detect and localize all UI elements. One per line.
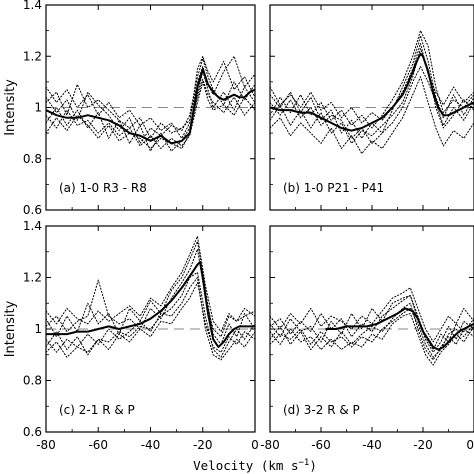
mean-line-d-0 bbox=[325, 307, 474, 351]
y-tick-label-c-1: 0.8 bbox=[23, 374, 42, 388]
panel-b: (b) 1-0 P21 - P41 bbox=[269, 4, 474, 211]
spectrum-line-b-5 bbox=[270, 76, 474, 155]
spectrum-line-d-6 bbox=[270, 307, 474, 358]
spectrum-line-d-3 bbox=[270, 287, 474, 343]
mean-line-c-0 bbox=[46, 261, 255, 348]
panel-label-d: (d) 3-2 R & P bbox=[283, 403, 360, 417]
spectrum-line-a-4 bbox=[46, 81, 255, 149]
spectrum-line-b-3 bbox=[270, 66, 474, 144]
spectrum-line-a-6 bbox=[46, 78, 255, 149]
spectrum-line-c-6 bbox=[46, 282, 255, 358]
panel-label-c: (c) 2-1 R & P bbox=[59, 403, 135, 417]
spectrum-line-b-4 bbox=[270, 30, 474, 129]
spectrum-line-c-4 bbox=[46, 277, 255, 361]
spectrum-line-c-5 bbox=[46, 235, 255, 333]
spectrum-line-a-5 bbox=[46, 55, 255, 139]
y-axis-label-a: Intensity bbox=[3, 79, 18, 136]
y-tick-label-a-0: 0.6 bbox=[23, 203, 42, 217]
y-tick-label-c-0: 0.6 bbox=[23, 425, 42, 439]
spectrum-line-b-6 bbox=[270, 42, 474, 124]
spectrum-line-a-3 bbox=[46, 55, 255, 139]
spectrum-line-a-1 bbox=[46, 58, 255, 144]
panel-d: -80 -60 -40 -20 0 (d) 3-2 R & P bbox=[260, 225, 474, 452]
spectrum-line-d-5 bbox=[270, 295, 474, 353]
x-tick-label-d-4: 0 bbox=[466, 438, 474, 452]
x-tick-label-d-2: -40 bbox=[362, 438, 382, 452]
mean-line-a-0 bbox=[46, 68, 255, 145]
x-tick-label-d-1: -60 bbox=[311, 438, 331, 452]
x-tick-label-c-2: -40 bbox=[141, 438, 161, 452]
y-tick-label-a-2: 1 bbox=[34, 101, 42, 115]
spectrum-line-d-2 bbox=[270, 302, 474, 361]
panel-label-b: (b) 1-0 P21 - P41 bbox=[283, 181, 384, 195]
spectrum-line-c-2 bbox=[46, 271, 255, 358]
series-group-d bbox=[270, 287, 474, 366]
series-group-b bbox=[270, 30, 474, 155]
panel-label-a: (a) 1-0 R3 - R8 bbox=[59, 181, 147, 195]
x-tick-label-c-0: -80 bbox=[36, 438, 56, 452]
x-axis-label: Velocity (km s−1) bbox=[193, 458, 317, 473]
mean-line-b-0 bbox=[270, 52, 474, 132]
x-axis-label-superscript: −1 bbox=[298, 458, 309, 468]
y-tick-label-c-2: 1 bbox=[34, 322, 42, 336]
series-group-a bbox=[46, 55, 255, 152]
y-tick-label-c-3: 1.2 bbox=[23, 271, 42, 285]
x-tick-label-c-3: -20 bbox=[193, 438, 213, 452]
x-tick-label-c-1: -60 bbox=[88, 438, 108, 452]
panel-c: 0.6 0.8 1 1.2 1.4 -80 -60 -40 -20 0 Intensity (c) 2… bbox=[3, 219, 259, 452]
x-tick-label-c-4: 0 bbox=[251, 438, 259, 452]
series-group-c bbox=[46, 235, 255, 361]
y-tick-label-a-3: 1.2 bbox=[23, 49, 42, 63]
y-tick-label-a-4: 1.4 bbox=[23, 0, 42, 12]
y-tick-label-c-4: 1.4 bbox=[23, 219, 42, 233]
spectrum-line-b-2 bbox=[270, 48, 474, 144]
spectrum-line-a-2 bbox=[46, 71, 255, 152]
spectrum-line-c-3 bbox=[46, 248, 255, 338]
y-axis-label-c: Intensity bbox=[3, 300, 18, 357]
y-tick-label-a-1: 0.8 bbox=[23, 152, 42, 166]
panel-a: 0.6 0.8 1 1.2 1.4 Intensity (a) 1-0 R3 - R8 bbox=[3, 0, 256, 217]
x-axis-label-close: ) bbox=[309, 458, 317, 473]
x-tick-label-d-0: -80 bbox=[260, 438, 280, 452]
x-tick-label-d-3: -20 bbox=[413, 438, 433, 452]
